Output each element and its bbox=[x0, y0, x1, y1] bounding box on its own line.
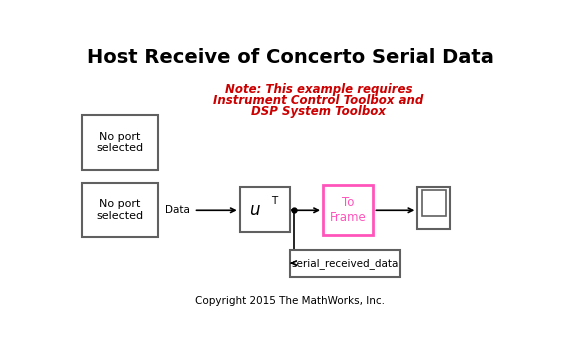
Text: Instrument Control Toolbox and: Instrument Control Toolbox and bbox=[213, 94, 424, 107]
Bar bbox=[82, 115, 158, 170]
Bar bbox=[422, 190, 446, 216]
Bar bbox=[82, 183, 158, 237]
Bar bbox=[417, 187, 450, 229]
Text: serial_received_data: serial_received_data bbox=[291, 258, 398, 269]
Text: Copyright 2015 The MathWorks, Inc.: Copyright 2015 The MathWorks, Inc. bbox=[195, 296, 385, 306]
Text: No port
selected: No port selected bbox=[97, 200, 144, 221]
Bar bbox=[290, 250, 400, 277]
Text: DSP System Toolbox: DSP System Toolbox bbox=[251, 105, 386, 118]
Text: Host Receive of Concerto Serial Data: Host Receive of Concerto Serial Data bbox=[87, 48, 494, 67]
Text: No port
selected: No port selected bbox=[97, 132, 144, 153]
Text: To
Frame: To Frame bbox=[330, 196, 367, 224]
Text: Note: This example requires: Note: This example requires bbox=[225, 83, 413, 96]
Text: $u$: $u$ bbox=[248, 201, 260, 219]
Bar bbox=[323, 184, 374, 235]
Text: Data: Data bbox=[165, 205, 190, 215]
Text: T: T bbox=[272, 196, 278, 207]
Bar bbox=[239, 187, 290, 232]
